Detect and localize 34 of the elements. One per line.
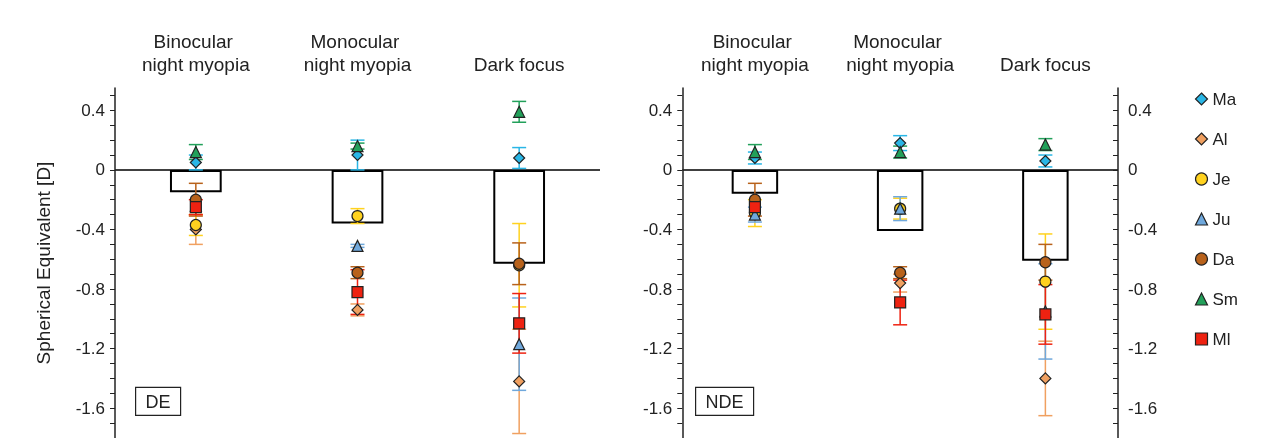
legend-label: Je bbox=[1212, 169, 1231, 189]
legend-label: Ju bbox=[1212, 209, 1231, 229]
y-tick-label: -0.4 bbox=[75, 219, 105, 239]
y-tick-label: -0.4 bbox=[643, 219, 673, 239]
y2-tick-label: -1.2 bbox=[1128, 339, 1158, 359]
y2-tick-label: -0.8 bbox=[1128, 279, 1158, 299]
x-tick-label: Binocular night myopia bbox=[141, 31, 251, 75]
y-tick-label: -0.8 bbox=[75, 279, 105, 299]
y-tick-label: 0.4 bbox=[81, 100, 105, 120]
y-tick-label: 0 bbox=[662, 160, 673, 180]
y-tick-label: -1.2 bbox=[643, 339, 673, 359]
x-tick-label: Dark focus bbox=[473, 54, 565, 75]
y2-tick-label: 0 bbox=[1128, 160, 1138, 180]
legend-label: Ml bbox=[1212, 329, 1231, 349]
y-tick-label: 0 bbox=[95, 160, 105, 180]
y-tick-label: -1.6 bbox=[75, 398, 105, 418]
y2-tick-label: -1.6 bbox=[1128, 398, 1158, 418]
y-axis-title: Spherical Equivalent [D] bbox=[33, 161, 54, 365]
annotation: DE bbox=[145, 392, 171, 413]
legend-label: Ma bbox=[1212, 89, 1237, 109]
x-tick-label: Monocular night myopia bbox=[303, 31, 412, 75]
x-tick-label: Dark focus bbox=[999, 54, 1091, 75]
x-tick-label: Monocular night myopia bbox=[846, 31, 955, 75]
y-tick-label: -1.6 bbox=[643, 398, 673, 418]
legend-label: Da bbox=[1212, 249, 1235, 269]
y2-tick-label: 0.4 bbox=[1128, 100, 1152, 120]
legend-label: Sm bbox=[1212, 289, 1238, 309]
y-tick-label: -0.8 bbox=[643, 279, 673, 299]
legend-label: Al bbox=[1212, 129, 1228, 149]
y-tick-label: -1.2 bbox=[75, 339, 105, 359]
y-tick-label: 0.4 bbox=[648, 100, 673, 120]
annotation: NDE bbox=[705, 392, 744, 413]
x-tick-label: Binocular night myopia bbox=[701, 31, 810, 75]
y2-tick-label: -0.4 bbox=[1128, 219, 1158, 239]
